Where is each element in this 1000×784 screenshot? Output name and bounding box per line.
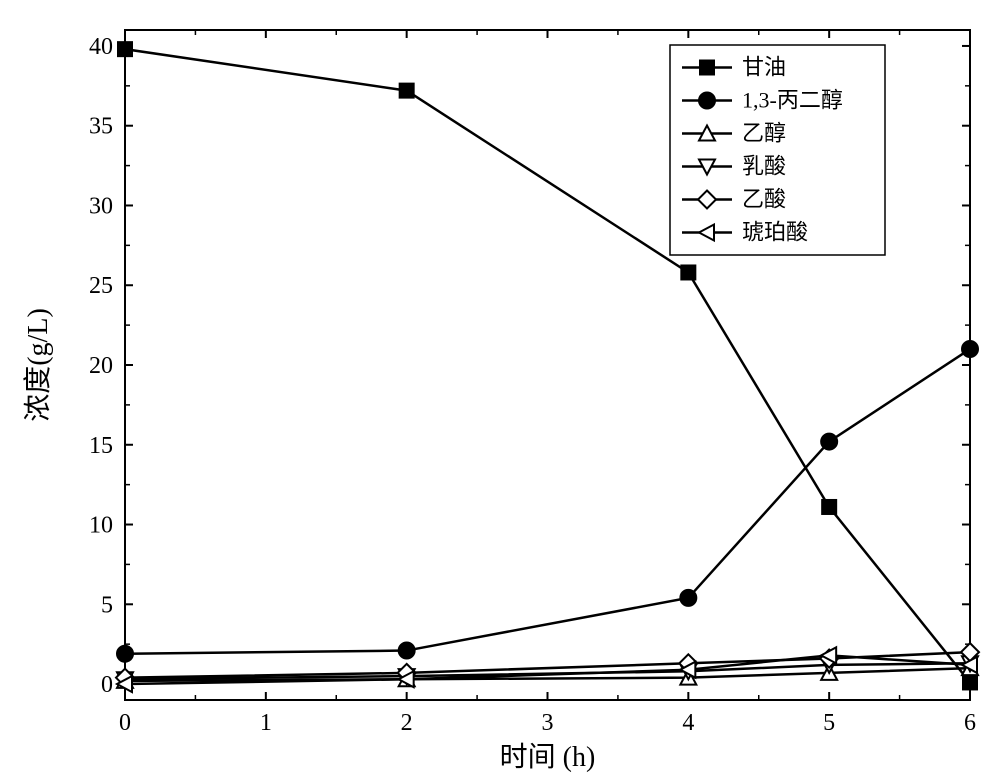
svg-text:4: 4 [682,710,694,736]
chart-container: 0 1 2 3 4 5 6 0 5 10 15 20 25 30 35 40 时间 (h) 浓度(g/L) 甘油 1,… [0,0,1000,784]
svg-text:10: 10 [89,513,113,539]
legend-item-label: 1,3-丙二醇 [742,88,843,113]
series-line [125,349,970,654]
svg-text:20: 20 [89,353,113,379]
svg-text:40: 40 [89,34,113,60]
svg-text:0: 0 [101,672,113,698]
svg-text:3: 3 [542,710,554,736]
svg-text:2: 2 [401,710,413,736]
line-chart: 0 1 2 3 4 5 6 0 5 10 15 20 25 30 35 40 时间 (h) 浓度(g/L) 甘油 1,… [0,0,1000,784]
svg-text:6: 6 [964,710,976,736]
svg-text:15: 15 [89,433,113,459]
svg-text:25: 25 [89,273,113,299]
legend-item-label: 乙醇 [742,121,786,146]
legend-item-label: 甘油 [742,55,786,80]
svg-text:35: 35 [89,114,113,140]
svg-text:0: 0 [119,710,131,736]
legend-item-label: 琥珀酸 [742,220,808,245]
series-markers [117,341,978,662]
svg-text:5: 5 [101,592,113,618]
svg-text:1: 1 [260,710,272,736]
x-axis-label: 时间 (h) [500,741,596,773]
legend-item-label: 乳酸 [742,154,786,179]
y-axis-label: 浓度(g/L) [22,308,54,422]
series-markers [117,647,977,692]
svg-text:30: 30 [89,193,113,219]
legend-item-label: 乙酸 [742,187,786,212]
svg-text:5: 5 [823,710,835,736]
